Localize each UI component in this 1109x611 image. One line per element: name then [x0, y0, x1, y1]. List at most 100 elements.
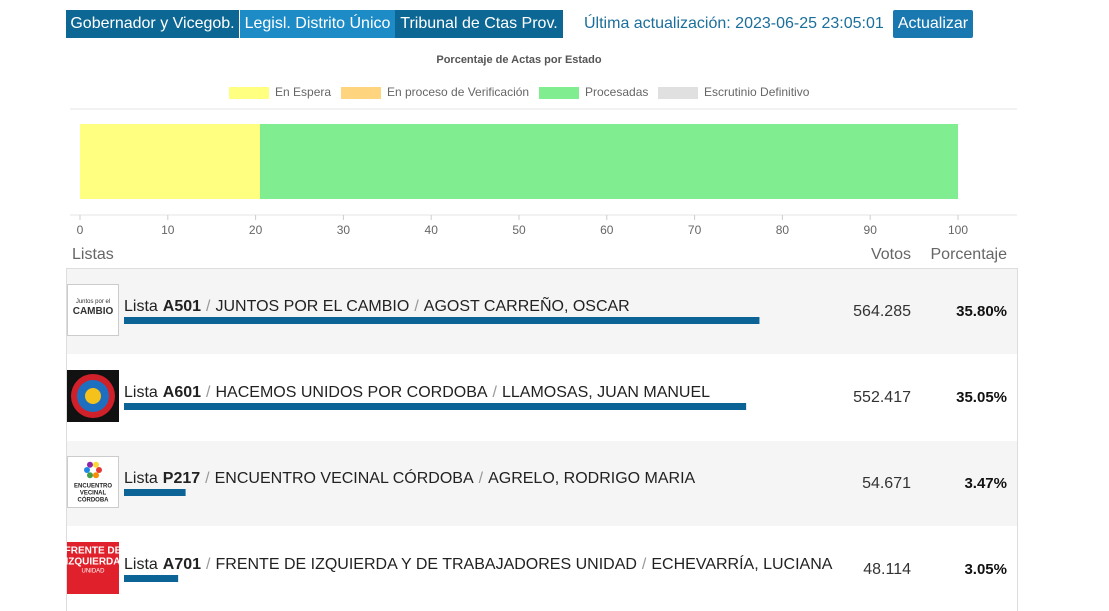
logo-text: CAMBIO	[73, 306, 114, 317]
table-header: Porcentaje	[931, 246, 1008, 263]
votes: 54.671	[862, 475, 911, 492]
list-prefix: Lista	[124, 384, 158, 401]
percent-bar	[124, 575, 179, 582]
list-code: A601	[163, 384, 201, 401]
row-bg	[67, 269, 1017, 354]
bar-segment	[80, 124, 260, 199]
tab-bg	[395, 10, 563, 38]
x-tick-label: 70	[688, 223, 702, 237]
percent-bar	[124, 489, 186, 496]
tab[interactable]: Gobernador y Vicegob.	[66, 10, 239, 38]
legend-label: En Espera	[275, 85, 331, 99]
list-name: Lista A701 / FRENTE DE IZQUIERDA Y DE TRABA…	[124, 554, 833, 573]
x-tick-label: 50	[512, 223, 526, 237]
x-tick-label: 40	[425, 223, 439, 237]
logo-text: FRENTE DE	[65, 546, 122, 557]
row-bg	[67, 355, 1017, 440]
party-name: HACEMOS UNIDOS POR CORDOBA	[216, 384, 488, 401]
candidate-name: LLAMOSAS, JUAN MANUEL	[502, 384, 710, 401]
list-name: Lista A501/JUNTOS POR EL CAMBIO / AGOST CAR…	[124, 295, 630, 315]
tab[interactable]: Legisl. Distrito Único	[240, 10, 395, 38]
list-name: Lista A601/HACEMOS UNIDOS POR CORDOBA / LLA…	[124, 384, 710, 401]
logo-text: VECINAL	[80, 491, 107, 497]
table-header: Votos	[871, 246, 911, 263]
list-prefix: Lista	[124, 470, 158, 487]
legend-swatch	[229, 87, 269, 99]
separator: /	[205, 470, 210, 487]
x-tick-label: 30	[337, 223, 351, 237]
separator: /	[642, 556, 647, 573]
logo-dot	[87, 472, 93, 479]
logo-dot	[93, 461, 99, 468]
legend-item[interactable]: Escrutinio Definitivo	[658, 85, 810, 99]
chart-title: Porcentaje de Actas por Estado	[436, 54, 602, 66]
percent-label: 35.05%	[956, 389, 1007, 406]
candidate-name: AGOST CARREÑO, OSCAR	[424, 295, 630, 315]
legend-item[interactable]: En proceso de Verificación	[341, 85, 529, 99]
tab-label: Legisl. Distrito Único	[245, 13, 391, 32]
logo-text: CÓRDOBA	[78, 496, 110, 504]
legend-label: En proceso de Verificación	[387, 85, 529, 99]
x-tick-label: 0	[77, 223, 84, 237]
table-row: Lista A601/HACEMOS UNIDOS POR CORDOBA / LLA…	[67, 355, 1017, 440]
percent-label: 3.05%	[964, 561, 1007, 578]
x-tick-label: 60	[600, 223, 614, 237]
logo	[67, 284, 119, 336]
logo	[67, 456, 119, 508]
logo-text: UNIDAD	[81, 569, 105, 575]
list-prefix: Lista	[124, 298, 158, 315]
separator: /	[493, 384, 498, 401]
logo-text: IZQUIERDA	[66, 557, 121, 568]
percent-label: 35.80%	[956, 303, 1007, 320]
x-tick-label: 20	[249, 223, 263, 237]
row-bg	[67, 527, 1017, 611]
row-bg	[67, 441, 1017, 526]
logo-text: ENCUENTRO	[74, 484, 112, 490]
x-tick-label: 90	[864, 223, 878, 237]
candidate-name: AGRELO, RODRIGO MARIA	[488, 470, 695, 487]
list-name: Lista P217/ENCUENTRO VECINAL CÓRDOBA / AGRE…	[124, 468, 696, 487]
separator: /	[206, 384, 211, 401]
percent-bar	[124, 403, 747, 410]
votes: 48.114	[863, 561, 911, 578]
tab-bg	[66, 10, 239, 38]
table-box	[66, 268, 1018, 611]
tab-label: Gobernador y Vicegob.	[70, 15, 234, 32]
table-header: Listas	[72, 246, 114, 263]
legend-item[interactable]: Procesadas	[539, 85, 648, 99]
separator: /	[206, 556, 211, 573]
last-update: Última actualización: 2023-06-25 23:05:0…	[584, 13, 884, 32]
legend-swatch	[341, 87, 381, 99]
tab-label: Tribunal de Ctas Prov.	[400, 15, 557, 32]
list-code: A701	[163, 556, 201, 573]
bar-segment	[259, 124, 958, 199]
candidate-name: ECHEVARRÍA, LUCIANA	[651, 554, 832, 573]
legend-label: Procesadas	[585, 85, 648, 99]
legend-label: Escrutinio Definitivo	[704, 85, 810, 99]
votes: 552.417	[853, 389, 911, 406]
party-name: ENCUENTRO VECINAL CÓRDOBA	[215, 468, 474, 487]
logo-dot	[96, 467, 102, 473]
button-label: Actualizar	[898, 15, 969, 32]
legend-item[interactable]: En Espera	[229, 85, 331, 99]
percent-label: 3.47%	[964, 475, 1007, 492]
separator: /	[206, 298, 211, 315]
list-code: A501	[163, 298, 201, 315]
logo-sun	[85, 388, 101, 404]
logo-text: Juntos por el	[76, 299, 110, 305]
party-name: JUNTOS POR EL CAMBIO	[216, 298, 410, 315]
button-bg	[893, 10, 973, 38]
percent-bar	[124, 317, 760, 324]
party-name: FRENTE DE IZQUIERDA Y DE TRABAJADORES UN…	[216, 556, 637, 573]
refresh-button[interactable]: Actualizar	[893, 10, 973, 38]
legend-swatch	[539, 87, 579, 99]
logo-dot	[87, 461, 93, 468]
tab[interactable]: Tribunal de Ctas Prov.	[395, 10, 563, 38]
separator: /	[414, 298, 419, 315]
list-prefix: Lista	[124, 556, 158, 573]
